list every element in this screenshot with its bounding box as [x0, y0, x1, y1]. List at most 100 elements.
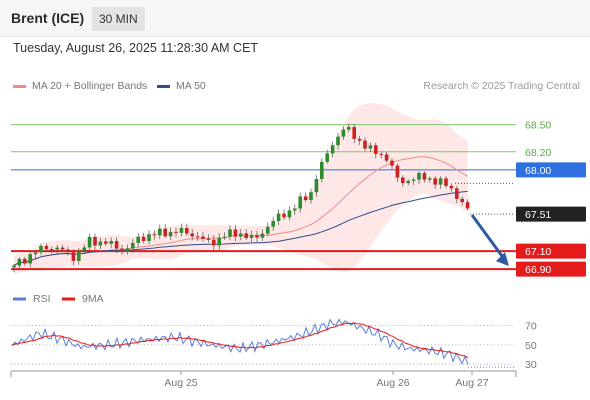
- candle-body: [228, 229, 232, 237]
- candle: [460, 196, 464, 206]
- candle: [303, 192, 308, 203]
- candle: [50, 246, 54, 254]
- candle: [330, 141, 335, 158]
- level-tag-bg: [516, 162, 586, 178]
- rsi-legend-label: RSI: [33, 293, 51, 305]
- candle: [17, 256, 22, 270]
- candle: [125, 244, 130, 255]
- candle: [109, 237, 113, 248]
- candle: [44, 243, 49, 252]
- candle-body: [374, 145, 378, 154]
- candle: [336, 133, 340, 150]
- candle: [77, 248, 81, 265]
- level-tag-support: 67.10: [516, 243, 586, 259]
- candle-body: [147, 234, 151, 241]
- candle: [60, 244, 65, 253]
- candle-body: [363, 140, 367, 149]
- rsi-legend-swatch: [13, 297, 26, 301]
- candle: [158, 224, 162, 240]
- candle-body: [384, 154, 389, 161]
- candle: [320, 158, 324, 183]
- candle: [120, 244, 124, 255]
- candle-body: [136, 236, 140, 243]
- x-axis: Aug 25 Aug 26 Aug 27: [10, 370, 517, 389]
- candle-body: [23, 258, 27, 264]
- candle: [287, 206, 292, 221]
- candle-body: [152, 234, 157, 236]
- candle-body: [93, 236, 97, 246]
- candle-body: [282, 213, 286, 218]
- candle-body: [406, 180, 410, 184]
- candle: [39, 243, 43, 256]
- candle-body: [114, 241, 119, 249]
- candle-body: [276, 213, 281, 221]
- candle: [12, 263, 16, 272]
- candle: [168, 227, 173, 241]
- candle: [233, 224, 238, 242]
- candle-body: [125, 248, 130, 252]
- x-axis-label: Aug 25: [164, 377, 197, 389]
- candle: [23, 256, 27, 266]
- candle-body: [60, 247, 65, 250]
- candle: [417, 171, 421, 185]
- candle-body: [87, 236, 92, 248]
- period-badge[interactable]: 30 MIN: [92, 7, 145, 31]
- candle-body: [168, 231, 173, 237]
- candle-body: [309, 192, 313, 201]
- legend-label-ma20: MA 20 + Bollinger Bands: [32, 80, 148, 92]
- copyright-text: Research © 2025 Trading Central: [423, 80, 580, 92]
- legend-swatch-ma20: [13, 84, 26, 88]
- level-tag-pivot: 68.00: [516, 162, 586, 178]
- price-levels: 68.50 68.20 68.00 67.10 66.90: [11, 120, 586, 277]
- candle-body: [455, 188, 459, 199]
- candle: [239, 228, 243, 241]
- candle-body: [417, 172, 421, 180]
- candle: [465, 199, 470, 211]
- candle: [379, 151, 383, 159]
- candle-body: [217, 237, 221, 246]
- candle: [179, 223, 184, 237]
- rsi-tick-label: 50: [525, 340, 537, 352]
- legend-item-ma20: MA 20 + Bollinger Bands: [13, 80, 147, 92]
- candle: [136, 232, 140, 248]
- candle: [276, 209, 281, 226]
- candle: [114, 237, 119, 253]
- candle-body: [174, 231, 178, 233]
- candle-body: [244, 233, 248, 239]
- level-label-pivot: 68.00: [525, 165, 551, 177]
- candle: [206, 234, 211, 243]
- candle: [33, 250, 38, 259]
- last-price-tag-bg: [516, 206, 586, 222]
- rsi-ma-line: [11, 322, 469, 359]
- candle: [309, 188, 313, 204]
- candle-body: [303, 196, 308, 201]
- candle-body: [379, 153, 383, 155]
- bollinger-bands: [14, 103, 468, 276]
- level-label-resistance: 68.50: [525, 120, 551, 132]
- candle: [444, 176, 448, 189]
- level-label-resistance: 68.20: [525, 147, 551, 159]
- candle: [255, 230, 259, 243]
- candle-body: [190, 233, 194, 237]
- candle-body: [212, 239, 216, 246]
- candle-body: [411, 179, 416, 181]
- candle: [228, 224, 232, 241]
- legend-item-ma50: MA 50: [157, 80, 206, 92]
- rsi-legend-label: 9MA: [82, 293, 104, 305]
- last-price-label: 67.51: [525, 209, 551, 221]
- candle-body: [185, 228, 189, 234]
- candle-body: [444, 178, 448, 186]
- candle-body: [39, 245, 43, 253]
- candle-body: [98, 241, 103, 246]
- candle-body: [438, 178, 443, 185]
- ma50-line: [13, 190, 468, 267]
- candle-body: [433, 178, 437, 185]
- candle-body: [28, 254, 32, 264]
- candle-body: [352, 127, 356, 139]
- candle-body: [66, 249, 70, 253]
- candle: [201, 232, 205, 242]
- chart-header: Brent (ICE) 30 MIN: [0, 0, 590, 37]
- candle-body: [460, 198, 464, 203]
- candle-body: [293, 208, 297, 211]
- candle: [190, 229, 194, 241]
